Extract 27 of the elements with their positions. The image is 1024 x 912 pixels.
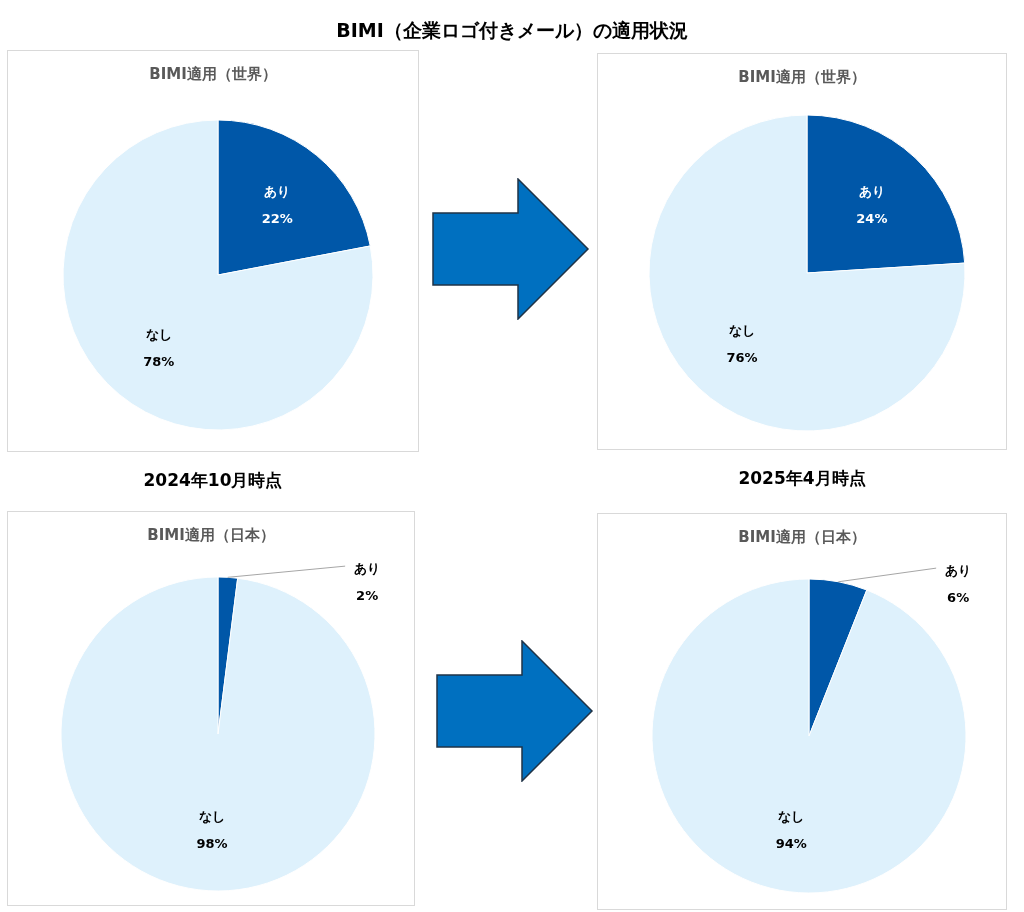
slice-label: なし [145,327,172,343]
text: 2024年10月時点 [142,469,284,492]
pie-slice [62,119,374,431]
slice-label: あり [264,183,291,199]
slice-label: なし [199,808,226,824]
data-label: 24% [856,211,888,227]
pie-slice [60,576,376,892]
slice-label: あり [858,184,885,200]
slice-label: あり [354,560,381,576]
slice-label: あり [945,562,972,578]
chart-title: BIMI適用（日本） [146,526,276,545]
data-label: 98% [196,835,228,851]
chart-title: BIMI適用（世界） [737,68,867,87]
slice-label: なし [729,322,756,338]
chart-title: BIMI適用（日本） [737,528,867,547]
data-label: 94% [775,836,807,852]
text: 2025年4月時点 [737,467,867,490]
pie-slice [651,578,967,894]
data-label: 22% [261,210,293,226]
pie-slice [648,114,966,432]
data-label: 76% [726,349,758,365]
slice-label: なし [778,809,805,825]
data-label: 6% [947,589,970,605]
data-label: 2% [356,587,379,603]
chart-title: BIMI適用（世界） [148,65,278,84]
data-label: 78% [143,354,175,370]
text: BIMI（企業ロゴ付きメール）の適用状況 [335,18,689,43]
